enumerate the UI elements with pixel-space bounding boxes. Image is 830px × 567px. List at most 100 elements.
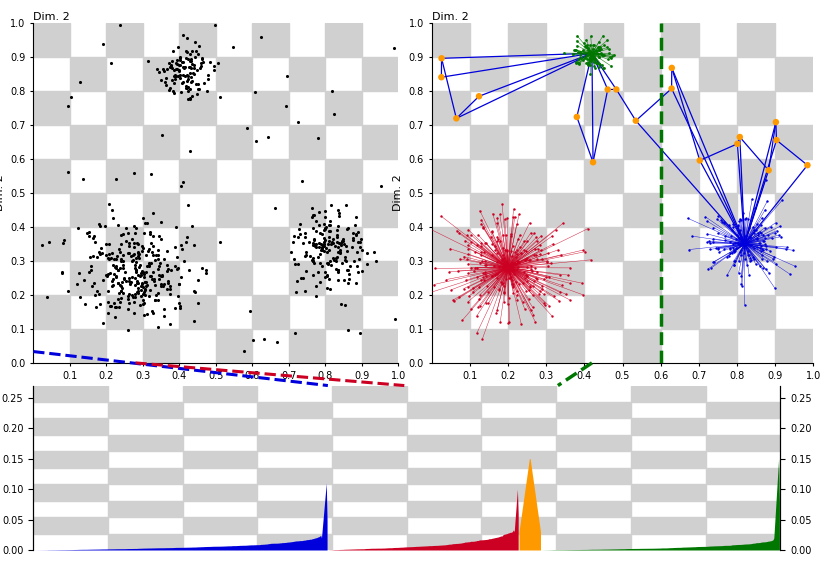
Bar [325,159,362,193]
Point [349,220,362,229]
Point [745,194,759,204]
Point [477,222,491,231]
Point [523,218,536,227]
Point [309,227,322,236]
Point [108,303,121,312]
Point [154,234,168,243]
Point [123,279,136,288]
Point [116,251,129,260]
Point [722,220,735,229]
Point [582,60,595,69]
Bar [362,193,398,227]
Point [325,260,338,269]
Point [258,335,271,344]
Point [136,299,149,308]
Point [120,276,133,285]
Point [518,304,531,314]
Point [476,224,490,233]
Point [594,44,608,53]
Point [496,280,509,289]
Point [729,243,742,252]
Point [177,71,190,80]
Point [769,259,783,268]
Point [102,249,115,258]
Point [334,248,347,257]
Point [583,46,597,56]
Point [42,238,56,247]
Point [140,219,154,228]
Point [329,241,342,250]
Point [308,234,321,243]
Point [588,55,602,64]
Point [100,272,114,281]
Point [510,249,524,259]
Point [99,222,112,231]
Point [593,45,606,54]
Point [756,264,769,273]
Point [191,65,204,74]
Point [109,273,122,282]
Point [502,294,515,303]
Bar [33,23,70,57]
Point [587,52,600,61]
Bar [183,484,257,501]
Point [315,242,328,251]
Point [127,309,140,318]
Point [137,229,150,238]
Text: Dim. 2: Dim. 2 [432,12,468,22]
Bar [179,91,216,125]
Point [735,280,748,289]
Point [760,256,774,265]
Point [476,269,490,278]
Bar [70,329,106,363]
Point [452,229,466,238]
Point [309,217,322,226]
Point [92,290,105,299]
Point [105,282,119,291]
Point [520,286,533,295]
Point [730,230,744,239]
Point [145,247,159,256]
Bar [143,329,179,363]
Point [588,49,601,58]
Point [302,237,315,246]
Point [727,261,740,270]
Y-axis label: Dim. 2: Dim. 2 [393,175,403,211]
Point [159,77,172,86]
Point [502,266,515,276]
Point [485,227,498,236]
Point [203,57,217,66]
Point [481,281,494,290]
Bar [661,159,699,193]
Point [157,255,170,264]
Point [770,136,784,145]
Point [185,54,198,64]
Point [113,245,126,254]
Point [131,286,144,295]
Point [161,266,174,276]
Point [129,265,142,274]
Point [744,240,757,249]
Point [208,61,221,70]
Point [326,238,339,247]
Point [174,240,188,249]
Point [591,43,604,52]
Point [290,277,304,286]
Point [488,270,501,279]
Point [173,70,186,79]
Bar [470,57,508,91]
Point [528,229,541,238]
Bar [252,91,289,125]
Point [190,90,203,99]
Point [718,231,731,240]
Point [758,223,771,232]
Point [134,301,147,310]
Bar [216,329,252,363]
Point [330,225,344,234]
Point [155,281,168,290]
Point [780,243,793,252]
Point [183,62,196,71]
Bar [179,295,216,329]
Point [106,213,120,222]
Point [313,242,326,251]
